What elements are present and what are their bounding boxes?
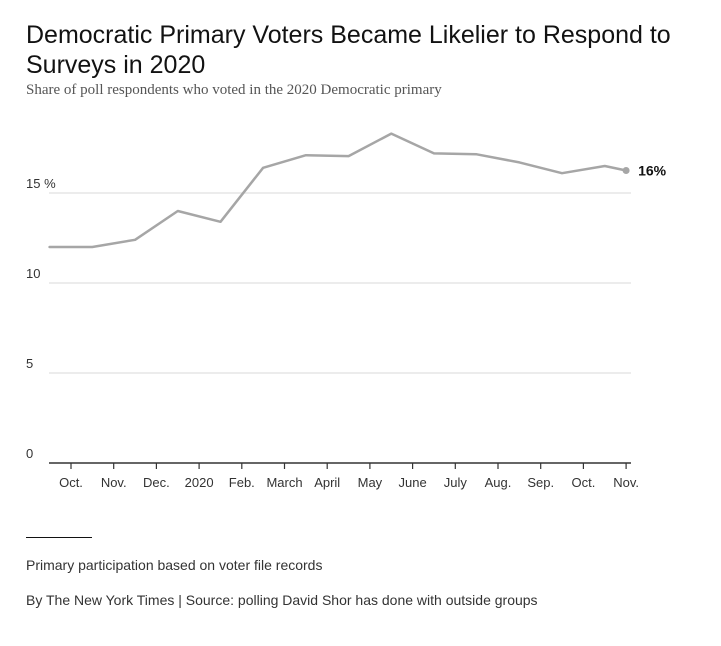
y-tick-label: 5 — [26, 356, 33, 371]
y-tick-label: 15 % — [26, 176, 56, 191]
series-end-point — [622, 167, 630, 174]
x-tick-label: Oct. — [59, 475, 83, 490]
x-tick-label: March — [266, 475, 302, 490]
x-tick-label: May — [358, 475, 383, 490]
gridlines: 0 5 10 15 % — [26, 176, 631, 461]
line-chart: 0 5 10 15 % Oct. Nov. Dec. 2020 Feb. March April M… — [26, 132, 667, 490]
chart-title: Democratic Primary Voters Became Likelie… — [26, 21, 671, 79]
chart-credit: By The New York Times | Source: polling … — [26, 592, 538, 608]
x-tick-label: Nov. — [101, 475, 127, 490]
x-tick-label: Aug. — [485, 475, 512, 490]
x-tick-label: Sep. — [527, 475, 554, 490]
x-tick-label: Dec. — [143, 475, 170, 490]
x-tick-label: Nov. — [613, 475, 639, 490]
y-tick-label: 10 — [26, 266, 40, 281]
x-axis: Oct. Nov. Dec. 2020 Feb. March April May June Jul… — [49, 462, 639, 490]
x-tick-label: July — [444, 475, 468, 490]
chart-note: Primary participation based on voter fil… — [26, 557, 323, 573]
series-layer: 16% — [48, 132, 667, 249]
x-tick-label: April — [314, 475, 340, 490]
x-tick-label: Oct. — [571, 475, 595, 490]
chart-subtitle: Share of poll respondents who voted in t… — [26, 82, 442, 98]
end-value-label: 16% — [638, 163, 667, 179]
y-tick-label: 0 — [26, 446, 33, 461]
series-line — [48, 132, 628, 249]
x-tick-label: Feb. — [229, 475, 255, 490]
x-tick-label: 2020 — [185, 475, 214, 490]
footer-divider — [26, 537, 92, 538]
x-tick-label: June — [398, 475, 426, 490]
